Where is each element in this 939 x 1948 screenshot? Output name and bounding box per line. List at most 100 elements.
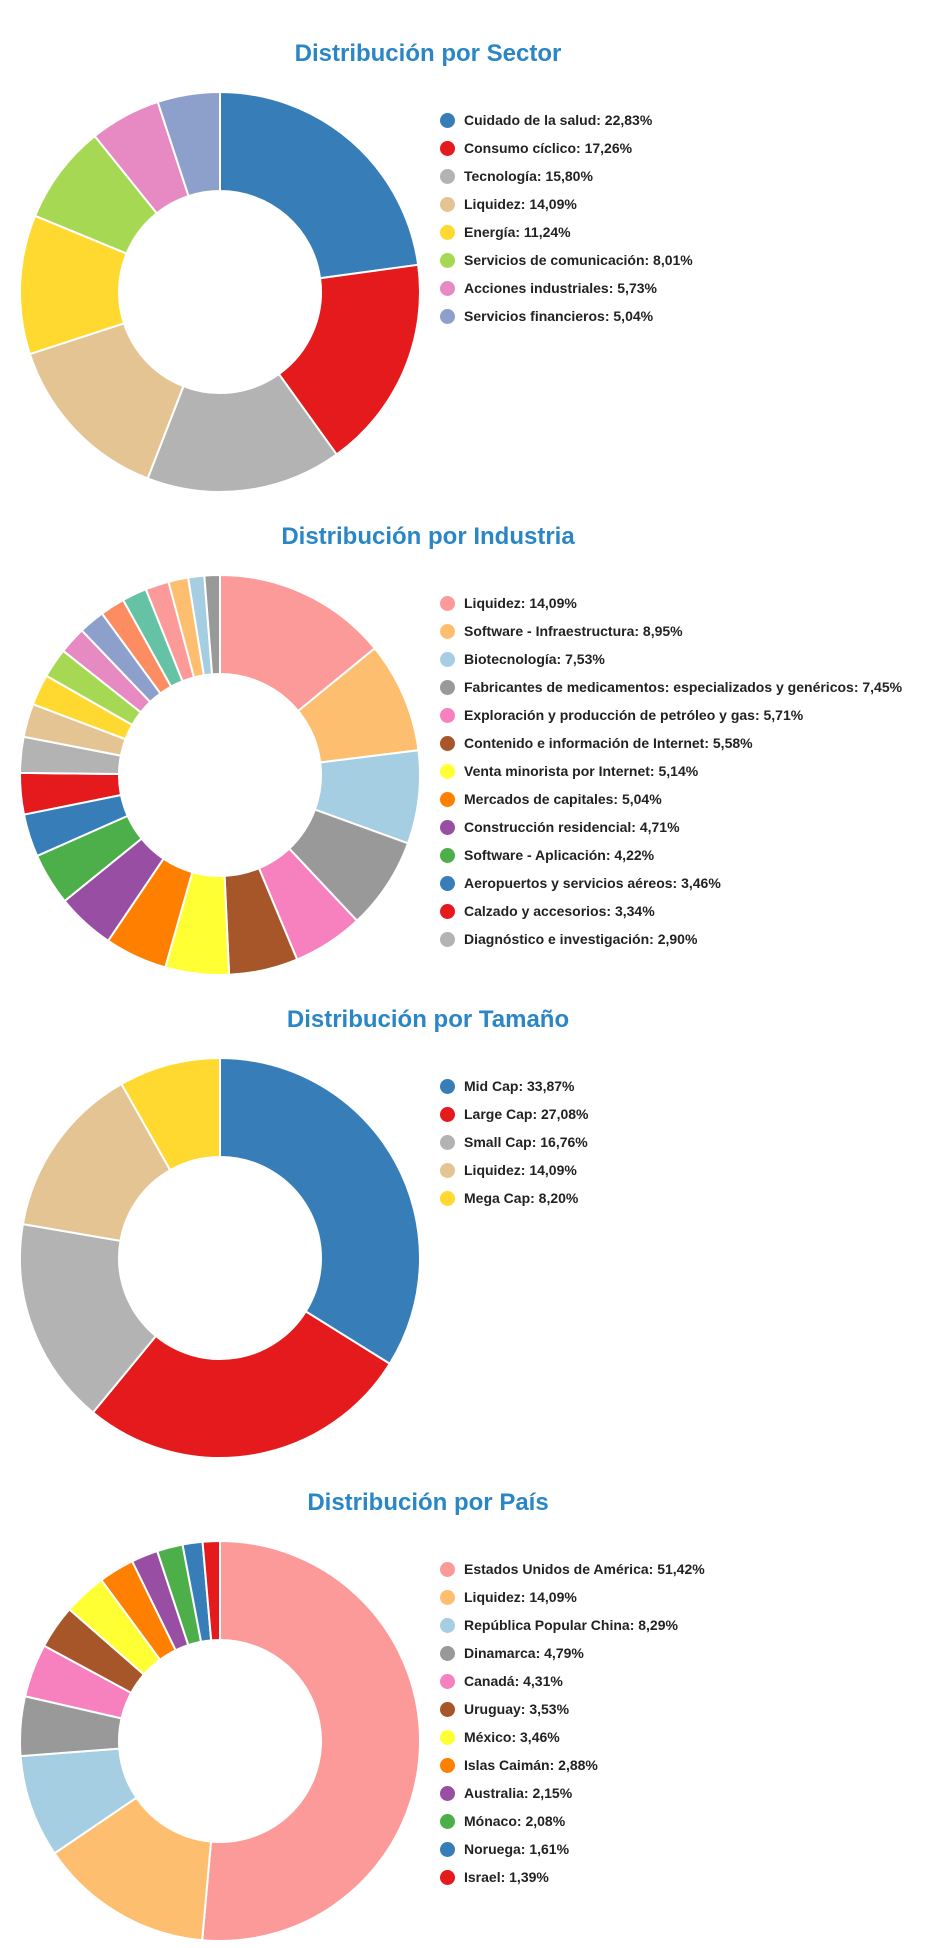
legend-label: Contenido e información de Internet: 5,5… [464, 735, 753, 751]
slice-tecnologia [146, 372, 339, 493]
legend-item: Uruguay: 3,53% [440, 1695, 705, 1723]
legend-swatch [440, 1785, 455, 1801]
legend-swatch [440, 595, 455, 611]
legend-item: Venta minorista por Internet: 5,14% [440, 757, 902, 785]
legend-swatch [440, 1757, 455, 1773]
slice-liquidez [28, 322, 185, 480]
legend-label: Acciones industriales: 5,73% [464, 280, 657, 296]
legend-label: Calzado y accesorios: 3,34% [464, 903, 655, 919]
donut-chart [19, 1539, 421, 1942]
legend-swatch [440, 252, 455, 268]
chart-section-sector: Distribución por Sector Cuidado de la sa… [0, 0, 939, 493]
legend-item: Estados Unidos de América: 51,42% [440, 1555, 705, 1583]
legend-item: Diagnóstico e investigación: 2,90% [440, 925, 902, 953]
legend-label: Australia: 2,15% [464, 1785, 573, 1801]
legend-swatch [440, 707, 455, 723]
legend-label: Liquidez: 14,09% [464, 1162, 577, 1178]
legend-label: República Popular China: 8,29% [464, 1617, 678, 1633]
legend-item: Mercados de capitales: 5,04% [440, 785, 902, 813]
legend-label: Liquidez: 14,09% [464, 1589, 577, 1605]
legend-label: Fabricantes de medicamentos: especializa… [464, 679, 903, 695]
legend-swatch [440, 1078, 455, 1094]
legend-item: Servicios de comunicación: 8,01% [440, 246, 693, 274]
legend-swatch [440, 112, 455, 128]
legend-swatch [440, 735, 455, 751]
chart-title: Distribución por Industria [281, 523, 575, 550]
legend-item: Dinamarca: 4,79% [440, 1639, 705, 1667]
legend-swatch [440, 847, 455, 863]
legend-label: Large Cap: 27,08% [464, 1106, 589, 1122]
slice-cuidado-de-la-salud [219, 90, 420, 280]
slice-small-cap [19, 1222, 158, 1414]
legend-item: Biotecnología: 7,53% [440, 645, 902, 673]
legend-swatch [440, 196, 455, 212]
chart-legend: Estados Unidos de América: 51,42% Liquide… [440, 1555, 705, 1891]
legend-item: Contenido e información de Internet: 5,5… [440, 729, 902, 757]
slice-israel [201, 1539, 221, 1642]
legend-item: Canadá: 4,31% [440, 1667, 705, 1695]
legend-item: Small Cap: 16,76% [440, 1128, 589, 1156]
legend-swatch [440, 1190, 455, 1206]
legend-item: Tecnología: 15,80% [440, 162, 693, 190]
chart-title: Distribución por País [307, 1489, 549, 1516]
legend-label: México: 3,46% [464, 1729, 560, 1745]
legend-swatch [440, 931, 455, 947]
slice-other-23 [203, 573, 221, 676]
legend-item: Liquidez: 14,09% [440, 1583, 705, 1611]
legend-item: República Popular China: 8,29% [440, 1611, 705, 1639]
legend-swatch [440, 1589, 455, 1605]
legend-item: Australia: 2,15% [440, 1779, 705, 1807]
legend-swatch [440, 623, 455, 639]
donut-chart [19, 1056, 421, 1459]
chart-title: Distribución por Sector [294, 40, 562, 67]
legend-swatch [440, 224, 455, 240]
chart-section-industria: Distribución por Industria Liquidez: 14,… [0, 483, 939, 976]
legend-swatch [440, 1645, 455, 1661]
legend-label: Servicios de comunicación: 8,01% [464, 252, 693, 268]
legend-item: Aeropuertos y servicios aéreos: 3,46% [440, 869, 902, 897]
donut-chart [19, 90, 421, 493]
legend-swatch [440, 875, 455, 891]
legend-label: Mid Cap: 33,87% [464, 1078, 575, 1094]
slice-mid-cap [219, 1056, 421, 1366]
legend-swatch [440, 1617, 455, 1633]
legend-item: Calzado y accesorios: 3,34% [440, 897, 902, 925]
legend-swatch [440, 308, 455, 324]
legend-item: Servicios financieros: 5,04% [440, 302, 693, 330]
legend-label: Biotecnología: 7,53% [464, 651, 605, 667]
legend-item: Liquidez: 14,09% [440, 190, 693, 218]
legend-item: Software - Aplicación: 4,22% [440, 841, 902, 869]
legend-label: Consumo cíclico: 17,26% [464, 140, 633, 156]
slice-liquidez [219, 573, 377, 713]
legend-label: Servicios financieros: 5,04% [464, 308, 654, 324]
chart-section-pais: Distribución por País Estados Unidos de … [0, 1449, 939, 1942]
legend-label: Liquidez: 14,09% [464, 196, 577, 212]
chart-legend: Mid Cap: 33,87% Large Cap: 27,08% Small Ca… [440, 1072, 589, 1212]
legend-label: Cuidado de la salud: 22,83% [464, 112, 653, 128]
legend-label: Diagnóstico e investigación: 2,90% [464, 931, 698, 947]
donut-chart [19, 573, 421, 976]
slice-consumo-ciclico [277, 263, 421, 456]
chart-title: Distribución por Tamaño [286, 1006, 570, 1033]
legend-label: Energía: 11,24% [464, 224, 571, 240]
legend-swatch [440, 1106, 455, 1122]
legend-item: Mónaco: 2,08% [440, 1807, 705, 1835]
legend-item: Islas Caimán: 2,88% [440, 1751, 705, 1779]
legend-label: Noruega: 1,61% [464, 1841, 570, 1857]
legend-swatch [440, 1869, 455, 1885]
legend-item: Exploración y producción de petróleo y g… [440, 701, 902, 729]
legend-item: Liquidez: 14,09% [440, 589, 902, 617]
legend-label: Israel: 1,39% [464, 1869, 549, 1885]
legend-item: Liquidez: 14,09% [440, 1156, 589, 1184]
chart-legend: Cuidado de la salud: 22,83% Consumo cícli… [440, 106, 693, 330]
legend-swatch [440, 168, 455, 184]
slice-mega-cap [120, 1056, 221, 1172]
legend-swatch [440, 280, 455, 296]
legend-swatch [440, 1134, 455, 1150]
legend-swatch [440, 1729, 455, 1745]
chart-section-tamano: Distribución por Tamaño Mid Cap: 33,87% L… [0, 966, 939, 1459]
legend-label: Liquidez: 14,09% [464, 595, 577, 611]
legend-label: Tecnología: 15,80% [464, 168, 593, 184]
legend-swatch [440, 1701, 455, 1717]
slice-servicios-financieros [156, 90, 221, 198]
